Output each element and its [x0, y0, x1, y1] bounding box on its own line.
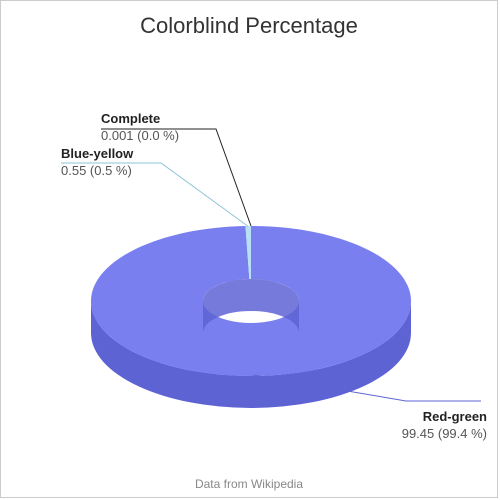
callout-blueyellow-value: 0.55 (0.5 %)	[61, 163, 133, 180]
callout-redgreen-value: 99.45 (99.4 %)	[402, 426, 487, 443]
chart-footer: Data from Wikipedia	[1, 477, 497, 491]
callout-complete: Complete 0.001 (0.0 %)	[101, 111, 179, 145]
callout-redgreen-name: Red-green	[402, 409, 487, 426]
callout-blueyellow-name: Blue-yellow	[61, 146, 133, 163]
callout-complete-name: Complete	[101, 111, 179, 128]
callout-complete-value: 0.001 (0.0 %)	[101, 128, 179, 145]
callout-redgreen: Red-green 99.45 (99.4 %)	[402, 409, 487, 443]
callout-blueyellow: Blue-yellow 0.55 (0.5 %)	[61, 146, 133, 180]
chart-container: Colorblind Percentage Complete 0.001 (0.…	[0, 0, 498, 498]
